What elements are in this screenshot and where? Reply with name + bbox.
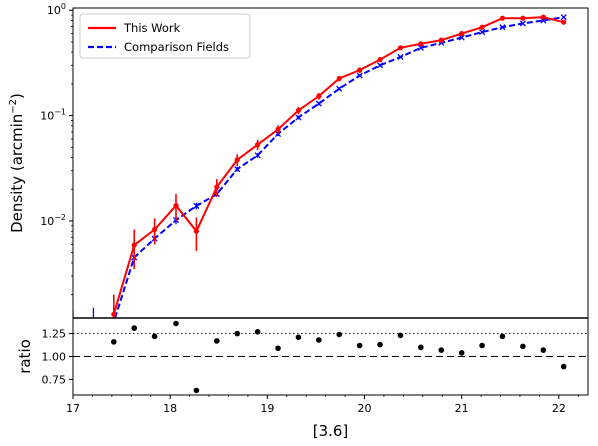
ratio-y-tick-label: 1.00	[42, 351, 67, 364]
legend-box	[79, 13, 251, 59]
ratio-plot-area	[73, 320, 588, 394]
data-point	[254, 152, 261, 159]
ratio-point	[295, 334, 302, 341]
data-point	[418, 41, 424, 47]
ratio-point	[316, 337, 322, 343]
x-axis-label: [3.6]	[313, 422, 349, 440]
data-point	[255, 142, 261, 148]
ratio-point	[111, 339, 117, 345]
y-tick-label-base: 10	[40, 110, 54, 123]
data-point	[214, 184, 220, 190]
ratio-point	[499, 333, 506, 340]
data-point	[377, 57, 383, 63]
data-point	[397, 53, 404, 61]
y-tick-label: 10−2	[40, 213, 66, 228]
data-point	[397, 45, 404, 51]
density-y-axis-label-exponent: −2	[8, 99, 19, 114]
density-y-axis-label: Density (arcmin−2)	[8, 93, 26, 233]
x-tick-label: 20	[358, 402, 372, 415]
density-y-axis-label-base: Density (arcmin	[8, 114, 26, 233]
data-point	[499, 15, 506, 21]
ratio-point	[254, 328, 261, 335]
ratio-point	[397, 332, 404, 339]
data-point	[111, 311, 117, 317]
ratio-panel: 0.75 1.00 1.25 17 18 19 20 21 22 ratio [3.6]	[16, 317, 589, 440]
data-point	[519, 20, 526, 27]
data-point	[560, 14, 567, 21]
ratio-y-axis-label: ratio	[16, 339, 34, 374]
ratio-point	[151, 333, 158, 340]
x-tick-label: 19	[260, 402, 274, 415]
data-point	[459, 31, 465, 37]
y-tick-label: 10−1	[40, 108, 66, 123]
legend-entry-comparison-fields: Comparison Fields	[124, 40, 229, 54]
data-point	[336, 85, 343, 92]
ratio-point	[173, 320, 179, 327]
data-point	[438, 37, 444, 43]
data-point	[336, 75, 342, 82]
data-point	[540, 14, 546, 20]
x-tick-label: 21	[455, 402, 469, 415]
y-tick-label: 100	[47, 2, 66, 17]
y-tick-label-base: 10	[40, 215, 54, 228]
data-point	[173, 202, 179, 209]
series-this-work	[111, 14, 567, 318]
ratio-point	[520, 343, 526, 350]
density-y-axis-label-close: )	[8, 93, 26, 99]
ratio-point	[336, 331, 343, 338]
data-point	[193, 228, 200, 234]
ratio-point	[377, 341, 383, 348]
ratio-point	[356, 342, 363, 349]
ratio-y-ticks: 0.75 1.00 1.25	[42, 328, 73, 386]
ratio-point	[275, 345, 281, 352]
data-point	[376, 62, 384, 69]
density-plot-area	[73, 14, 567, 318]
data-point	[357, 67, 363, 73]
ratio-point	[560, 363, 567, 370]
data-point	[479, 24, 485, 30]
data-point	[295, 107, 302, 114]
y-tick-label-base: 10	[47, 4, 61, 17]
x-tick-label: 17	[66, 402, 80, 415]
ratio-point	[479, 342, 485, 349]
ratio-point	[458, 350, 465, 356]
ratio-point	[193, 387, 200, 394]
ratio-y-tick-label: 1.25	[42, 328, 67, 341]
data-point	[561, 19, 567, 25]
y-tick-label-exponent: −1	[54, 108, 66, 117]
ratio-point	[234, 330, 241, 337]
legend-entry-this-work: This Work	[123, 21, 181, 35]
data-point	[458, 34, 465, 41]
ratio-point	[418, 344, 424, 351]
data-point	[479, 29, 486, 36]
data-point	[234, 157, 240, 163]
data-point	[356, 72, 363, 79]
ratio-point	[214, 338, 220, 344]
y-tick-label-exponent: 0	[61, 2, 66, 11]
data-point	[520, 15, 526, 21]
data-point	[234, 166, 241, 173]
ratio-x-ticks: 17 18 19 20 21 22	[66, 395, 579, 415]
y-tick-label-exponent: −2	[54, 213, 66, 222]
data-point	[316, 93, 322, 99]
data-point	[295, 114, 302, 121]
data-point	[275, 126, 281, 132]
x-tick-label: 18	[163, 402, 177, 415]
ratio-point	[540, 347, 547, 353]
data-point	[315, 100, 322, 107]
ratio-point	[438, 347, 445, 353]
data-point	[152, 226, 158, 233]
ratio-y-tick-label: 0.75	[42, 373, 67, 386]
data-point	[499, 24, 506, 31]
legend: This Work Comparison Fields	[79, 13, 251, 59]
x-tick-label: 22	[552, 402, 566, 415]
data-point	[131, 242, 137, 248]
data-point	[417, 44, 424, 51]
data-point	[193, 202, 200, 209]
ratio-point	[131, 325, 138, 331]
